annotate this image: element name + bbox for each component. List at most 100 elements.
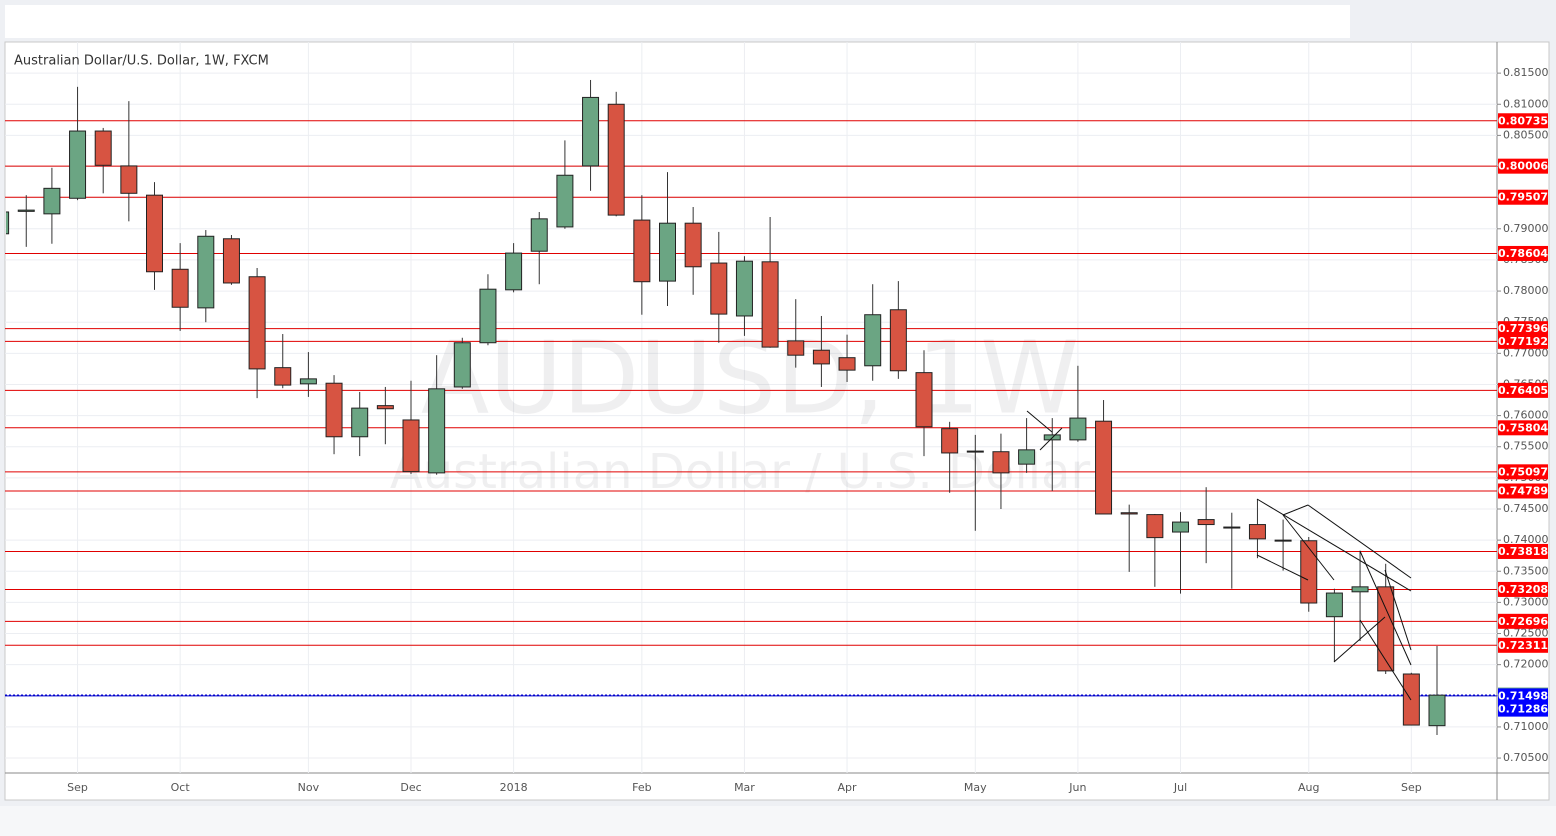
- candle-body: [787, 340, 805, 356]
- trend-line: [1039, 427, 1063, 451]
- y-tick-label: 0.72500: [1503, 627, 1549, 640]
- candle-body: [812, 349, 830, 365]
- trend-line: [1282, 514, 1335, 581]
- y-tick-label: 0.81500: [1503, 66, 1549, 79]
- candle-body: [120, 165, 138, 194]
- level-label: 0.80006: [1498, 160, 1548, 173]
- level-label: 0.72696: [1498, 615, 1548, 628]
- level-label-box: [1498, 420, 1548, 436]
- candle-body: [505, 252, 523, 291]
- toolbar: [5, 5, 1350, 38]
- candle-body: [17, 209, 35, 212]
- level-label-box: [1498, 245, 1548, 261]
- candle-body: [582, 96, 600, 167]
- x-tick-label: Aug: [1298, 781, 1319, 794]
- candle-body: [530, 218, 548, 252]
- level-label-box: [1498, 464, 1548, 480]
- x-tick-label: Feb: [632, 781, 651, 794]
- candle-body: [1069, 417, 1087, 441]
- x-tick-label: 2018: [500, 781, 528, 794]
- level-label: 0.75097: [1498, 465, 1548, 478]
- y-tick-label: 0.73500: [1503, 564, 1549, 577]
- x-tick-label: Dec: [400, 781, 421, 794]
- candle-body: [325, 382, 343, 438]
- candle-body: [376, 405, 394, 410]
- candle-body: [299, 378, 317, 385]
- footer-strip: [0, 806, 1556, 836]
- trend-line: [1256, 498, 1412, 592]
- axes: 0.705000.710000.715000.720000.725000.730…: [67, 66, 1548, 794]
- x-tick-label: Sep: [1401, 781, 1422, 794]
- level-label-box: [1498, 637, 1548, 653]
- watermark: AUDUSD, 1W: [421, 319, 1079, 436]
- candle-body: [1223, 526, 1241, 529]
- x-tick-label: Nov: [298, 781, 320, 794]
- x-tick-label: Apr: [838, 781, 858, 794]
- candle-body: [633, 219, 651, 283]
- candle-body: [1197, 519, 1215, 526]
- y-tick-label: 0.81000: [1503, 97, 1549, 110]
- candle-body: [659, 222, 676, 282]
- candle-body: [351, 407, 369, 438]
- y-tick-label: 0.72000: [1503, 658, 1549, 671]
- level-label-box: [1498, 701, 1548, 717]
- candle-body: [1325, 592, 1343, 618]
- candle-body: [69, 130, 87, 199]
- candle-body: [735, 260, 753, 317]
- chart-title: Australian Dollar/U.S. Dollar, 1W, FXCM: [14, 54, 269, 69]
- level-label-box: [1498, 113, 1548, 129]
- candle-body: [248, 276, 266, 370]
- level-label-box: [1498, 189, 1548, 205]
- level-label: 0.78604: [1498, 247, 1548, 260]
- y-tick-label: 0.75500: [1503, 440, 1549, 453]
- level-label-box: [1498, 483, 1548, 499]
- level-label: 0.71286: [1498, 703, 1548, 716]
- level-label: 0.77396: [1498, 322, 1548, 335]
- candle-body: [1172, 521, 1189, 533]
- candle-body: [1018, 449, 1036, 465]
- candle-body: [1248, 524, 1266, 540]
- x-tick-label: Mar: [734, 781, 755, 794]
- candle-body: [43, 187, 61, 215]
- candle-body: [1377, 586, 1395, 672]
- level-label: 0.75804: [1498, 421, 1548, 434]
- candle-body: [761, 261, 779, 348]
- y-tick-label: 0.78000: [1503, 284, 1549, 297]
- trend-line: [1359, 619, 1412, 701]
- trend-line: [1359, 550, 1412, 666]
- trend-line: [1026, 410, 1053, 433]
- level-label-box: [1498, 688, 1548, 704]
- y-tick-label: 0.70500: [1503, 751, 1549, 764]
- trend-line: [1333, 616, 1386, 663]
- candle-body: [1095, 420, 1113, 515]
- level-label: 0.80735: [1498, 114, 1548, 127]
- trend-line: [1307, 504, 1412, 579]
- candle-body: [1300, 540, 1318, 604]
- level-label-box: [1498, 382, 1548, 398]
- level-label-box: [1498, 581, 1548, 597]
- candle-body: [992, 451, 1010, 474]
- level-label: 0.74789: [1498, 484, 1548, 497]
- candle-body: [6, 211, 10, 235]
- candle-body: [146, 194, 163, 273]
- candle-body: [915, 372, 933, 428]
- candle-body: [94, 130, 112, 166]
- candle-body: [428, 388, 446, 474]
- chart-area: [4, 41, 1550, 801]
- candle-body: [479, 288, 497, 344]
- y-tick-label: 0.71000: [1503, 720, 1549, 733]
- level-label-box: [1498, 158, 1548, 174]
- level-label: 0.77192: [1498, 335, 1548, 348]
- level-label: 0.73818: [1498, 545, 1548, 558]
- candle-body: [889, 309, 907, 372]
- level-label-box: [1498, 321, 1548, 337]
- level-label: 0.76405: [1498, 384, 1548, 397]
- x-tick-label: Jun: [1068, 781, 1086, 794]
- y-tick-label: 0.74500: [1503, 502, 1549, 515]
- level-label-box: [1498, 333, 1548, 349]
- candle-body: [1120, 512, 1138, 515]
- candle-body: [941, 428, 959, 454]
- y-tick-label: 0.74000: [1503, 533, 1549, 546]
